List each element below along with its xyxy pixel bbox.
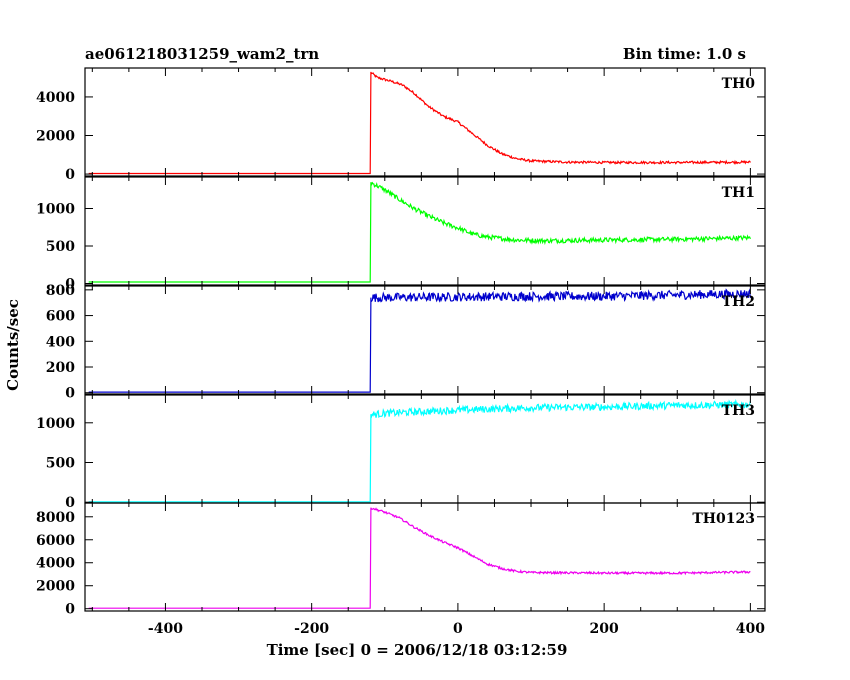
panel-frame <box>84 285 766 395</box>
panel-th1: 0 500 1000 TH1 <box>36 176 766 293</box>
series-line-th0123 <box>88 507 751 609</box>
y-tick-label: 0 <box>65 167 75 183</box>
panel-th0123: 0 2000 4000 6000 8000 TH0123 <box>36 502 766 618</box>
y-tick-label: 600 <box>46 309 75 325</box>
panel-th2: 0 200 400 600 800 TH2 <box>46 283 766 402</box>
series-line-th2 <box>88 288 751 393</box>
x-tick-label: -200 <box>294 621 329 637</box>
y-tick-label: 0 <box>65 277 75 293</box>
x-tick-label: 200 <box>590 621 619 637</box>
y-tick-label: 1000 <box>36 202 75 218</box>
panel-label-th0: TH0 <box>722 76 756 92</box>
y-axis-label: Counts/sec <box>4 299 22 391</box>
panel-label-th0123: TH0123 <box>692 511 755 527</box>
y-tick-label: 6000 <box>36 533 75 549</box>
panel-label-th2: TH2 <box>722 294 755 310</box>
chart-title-left: ae061218031259_wam2_trn <box>85 45 319 63</box>
x-axis-label: Time [sec] 0 = 2006/12/18 03:12:59 <box>267 641 568 659</box>
y-tick-label: 500 <box>46 239 75 255</box>
y-tick-label: 400 <box>46 334 75 350</box>
x-tick-label: 0 <box>453 621 463 637</box>
series-line-th0 <box>88 71 751 175</box>
panel-label-th3: TH3 <box>722 403 755 419</box>
y-tick-label: 500 <box>46 456 75 472</box>
y-tick-label: 8000 <box>36 510 75 526</box>
panel-group: 020004000TH005001000TH10200400600800TH20… <box>36 67 766 637</box>
x-tick-label: 400 <box>736 621 765 637</box>
panel-th0: 0 2000 4000 TH0 <box>36 67 766 183</box>
chart-title-right: Bin time: 1.0 s <box>623 45 746 63</box>
x-tick-label: -400 <box>148 621 183 637</box>
y-tick-label: 2000 <box>36 579 75 595</box>
series-line-th3 <box>88 398 751 503</box>
panel-th3: 0 500 1000 TH3 <box>36 394 766 511</box>
panel-frame <box>84 67 766 177</box>
y-tick-label: 4000 <box>36 90 75 106</box>
y-tick-label: 4000 <box>36 556 75 572</box>
y-tick-label: 800 <box>46 283 75 299</box>
y-tick-label: 0 <box>65 602 75 618</box>
panel-frame <box>84 176 766 286</box>
series-line-th1 <box>88 181 751 283</box>
y-tick-label: 0 <box>65 495 75 511</box>
y-tick-label: 2000 <box>36 129 75 145</box>
panel-frame <box>84 502 766 612</box>
y-tick-label: 200 <box>46 360 75 376</box>
panel-label-th1: TH1 <box>722 185 755 201</box>
y-tick-label: 0 <box>65 386 75 402</box>
y-tick-label: 1000 <box>36 416 75 432</box>
